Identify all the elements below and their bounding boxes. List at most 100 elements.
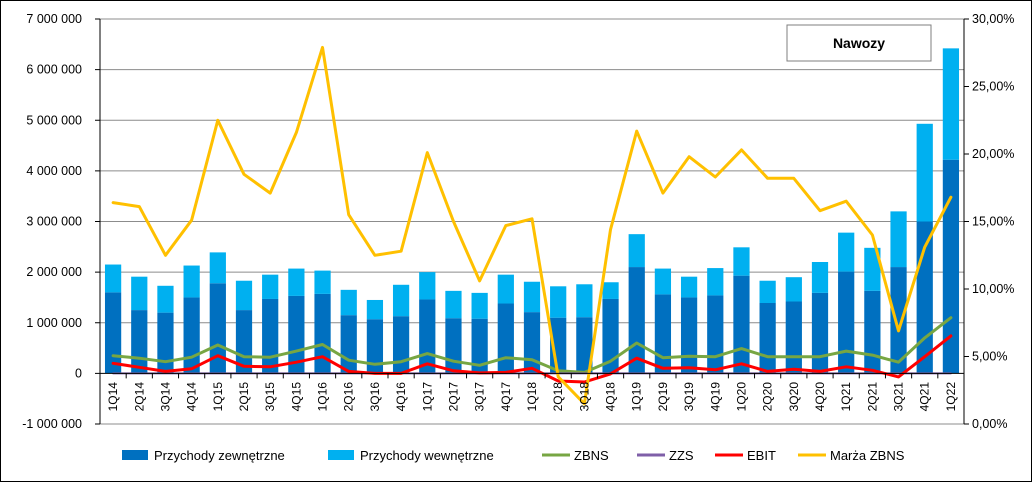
bar-external [445,318,462,374]
y-left-tick-label: 2 000 000 [26,265,82,279]
x-category-label: 1Q20 [734,382,748,412]
bar-external [864,290,881,374]
x-category-label: 3Q20 [787,382,801,412]
chart-title: Nawozy [833,35,885,51]
bar-internal [733,247,750,276]
y-right-tick-label: 0,00% [972,417,1007,431]
x-category-label: 4Q21 [918,382,932,412]
y-right-tick-label: 20,00% [972,147,1014,161]
bar-external [576,317,593,374]
legend-swatch [328,450,354,460]
bar-internal [654,268,672,295]
bar-internal [392,284,410,317]
bar-external [523,312,541,374]
x-category-label: 2Q20 [761,382,775,412]
bar-external [209,283,226,374]
bar-internal [209,252,226,284]
x-category-label: 3Q18 [577,382,591,412]
series-line [111,316,953,374]
bar-internal [157,285,174,313]
x-category-label: 1Q22 [944,382,958,412]
x-category-label: 1Q19 [630,382,644,412]
y-left-tick-label: 7 000 000 [26,12,82,26]
x-category-label: 2Q18 [551,382,565,412]
bar-external [497,303,514,374]
bar-external [314,293,331,374]
x-category-label: 1Q15 [211,382,225,412]
axes-layer [95,18,969,425]
bar-external [811,292,829,374]
bars-layer [104,48,960,374]
bar-internal [471,292,488,319]
legend-label: ZBNS [574,448,609,463]
x-category-label: 1Q14 [106,382,120,412]
bar-external [104,292,122,374]
x-category-label: 1Q18 [525,382,539,412]
bar-internal [366,299,384,320]
chart-title-box: Nawozy [786,24,932,62]
legend-swatch [122,450,148,460]
bar-internal [942,48,960,160]
bar-internal [104,264,122,293]
bar-external [707,295,724,374]
legend-label: Przychody wewnętrzne [360,448,494,463]
bar-internal [314,270,331,294]
y-left-tick-label: 1 000 000 [26,316,82,330]
y-left-tick-label: -1 000 000 [22,417,82,431]
x-category-label: 4Q17 [499,382,513,412]
bar-internal [419,272,436,300]
x-category-label: 3Q15 [263,382,277,412]
legend-label: EBIT [747,448,776,463]
bar-internal [785,277,802,302]
legend: Przychody zewnętrzne Przychody wewnętrzne… [122,448,905,463]
bar-external [392,316,410,374]
x-category-label: 4Q19 [708,382,722,412]
bar-external [262,298,279,374]
x-category-label: 1Q17 [420,382,434,412]
x-category-label: 4Q20 [813,382,827,412]
x-category-label: 2Q21 [865,382,879,412]
bar-internal [183,265,200,298]
y-right-tick-label: 15,00% [972,215,1014,229]
tick-labels: -1 000 000 0 1 000 000 2 000 000 3 000 000 4 … [22,12,1014,431]
bar-external [602,298,619,374]
bar-internal [131,276,148,311]
bar-internal [811,262,829,293]
bar-external [654,294,672,374]
y-left-tick-label: 5 000 000 [26,113,82,127]
x-category-label: 3Q17 [473,382,487,412]
bar-internal [838,232,855,272]
x-category-label: 3Q21 [892,382,906,412]
x-category-label: 3Q19 [682,382,696,412]
bar-internal [340,289,357,316]
legend-label: Marża ZBNS [830,448,905,463]
bar-external [340,315,357,374]
bar-internal [576,284,593,318]
x-category-label: 4Q14 [185,382,199,412]
bar-external [419,299,436,374]
bar-external [838,271,855,374]
bar-internal [707,268,724,296]
bar-external [890,267,907,374]
bar-external [366,319,384,374]
x-category-label: 2Q15 [237,382,251,412]
x-category-label: 3Q16 [368,382,382,412]
bar-internal [288,268,305,296]
legend-label: Przychody zewnętrzne [154,448,285,463]
bar-internal [759,280,776,304]
y-left-tick-label: 3 000 000 [26,215,82,229]
bar-internal [550,286,567,318]
x-category-label: 4Q16 [394,382,408,412]
x-category-label: 2Q17 [446,382,460,412]
bar-internal [523,281,541,313]
bar-internal [445,290,462,319]
bar-internal [628,234,645,268]
bar-internal [262,274,279,299]
bar-internal [602,282,619,299]
bar-external [157,312,174,374]
bar-external [733,275,750,374]
y-right-tick-label: 30,00% [972,12,1014,26]
x-category-label: 2Q16 [342,382,356,412]
bar-internal [680,276,698,298]
